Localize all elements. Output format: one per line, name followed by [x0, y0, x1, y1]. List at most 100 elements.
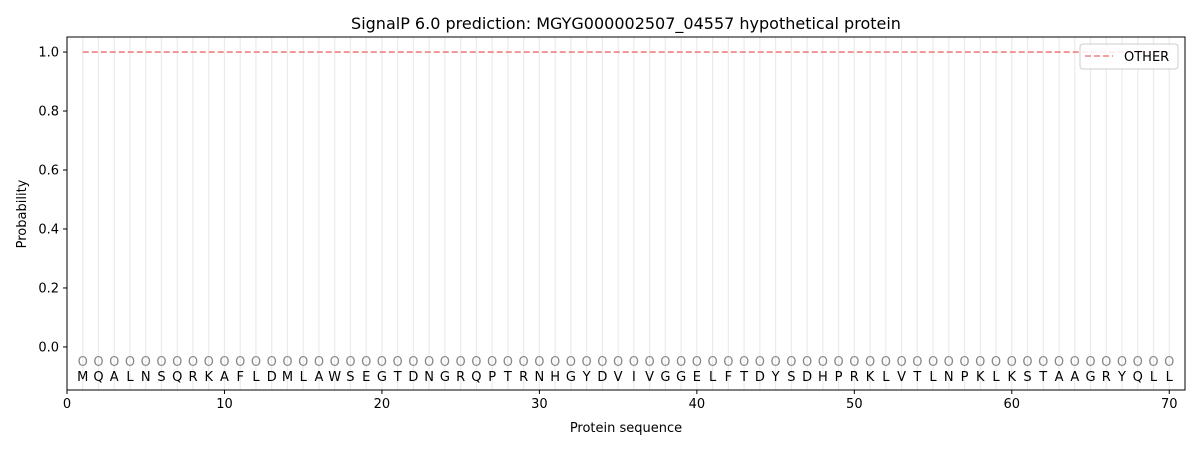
residue-label: Q — [93, 370, 103, 385]
region-marker: O — [141, 355, 151, 370]
residue-label: R — [188, 370, 197, 385]
y-tick-label: 1.0 — [38, 46, 59, 61]
region-marker: O — [503, 355, 513, 370]
y-tick-label: 0.2 — [38, 281, 59, 296]
region-marker: O — [251, 355, 261, 370]
region-marker: O — [93, 355, 103, 370]
region-marker: O — [408, 355, 418, 370]
x-tick-label: 0 — [63, 397, 71, 412]
residue-label: L — [126, 370, 134, 385]
region-marker: O — [267, 355, 277, 370]
residue-label: P — [835, 370, 843, 385]
region-marker: O — [645, 355, 655, 370]
axes: 0 10 20 30 40 50 60 70 0.0 0.2 0.4 0.6 0.8 1.0 — [38, 36, 1186, 412]
residue-label: R — [850, 370, 859, 385]
residue-label: G — [676, 370, 686, 385]
region-marker: O — [881, 355, 891, 370]
y-tick-label: 0.4 — [38, 222, 59, 237]
residue-label: P — [488, 370, 496, 385]
region-marker: O — [1133, 355, 1143, 370]
region-marker: O — [818, 355, 828, 370]
region-marker: O — [849, 355, 859, 370]
residue-label: R — [519, 370, 528, 385]
residue-label: L — [992, 370, 1000, 385]
region-marker: O — [314, 355, 324, 370]
y-tick-label: 0.6 — [38, 164, 59, 179]
region-marker: O — [896, 355, 906, 370]
residue-label: M — [77, 370, 88, 385]
region-marker: O — [393, 355, 403, 370]
residue-label: L — [252, 370, 260, 385]
legend-box — [1079, 43, 1179, 70]
region-marker: O — [78, 355, 88, 370]
y-axis-label: Probability — [15, 179, 30, 248]
region-marker: O — [282, 355, 292, 370]
region-marker: O — [1148, 355, 1158, 370]
region-marker: O — [833, 355, 843, 370]
x-tick-label: 50 — [846, 397, 863, 412]
residue-label: K — [1008, 370, 1017, 385]
residue-label: L — [709, 370, 717, 385]
legend-label: OTHER — [1124, 50, 1169, 65]
region-marker: O — [1022, 355, 1032, 370]
residue-label: K — [204, 370, 213, 385]
residue-label: L — [929, 370, 937, 385]
grid-lines — [82, 37, 1170, 390]
residue-label: L — [882, 370, 890, 385]
residue-label: L — [300, 370, 308, 385]
region-marker: O — [959, 355, 969, 370]
region-marker: O — [1101, 355, 1111, 370]
region-marker: O — [125, 355, 135, 370]
region-marker: O — [802, 355, 812, 370]
region-marker: O — [109, 355, 119, 370]
region-marker: O — [172, 355, 182, 370]
region-marker: O — [330, 355, 340, 370]
region-marker: O — [1007, 355, 1017, 370]
region-marker: O — [912, 355, 922, 370]
region-marker: O — [944, 355, 954, 370]
region-marker: O — [487, 355, 497, 370]
residue-label: G — [660, 370, 670, 385]
region-marker: O — [1070, 355, 1080, 370]
region-marker: O — [456, 355, 466, 370]
region-marker: O — [692, 355, 702, 370]
residue-label: I — [632, 370, 636, 385]
region-marker: O — [723, 355, 733, 370]
region-marker: O — [865, 355, 875, 370]
residue-label: Q — [1133, 370, 1143, 385]
region-marker: O — [755, 355, 765, 370]
region-marker: O — [928, 355, 938, 370]
residue-label: S — [1023, 370, 1031, 385]
residue-label: Q — [471, 370, 481, 385]
x-tick-label: 30 — [531, 397, 548, 412]
region-marker: O — [739, 355, 749, 370]
residue-label: A — [220, 370, 229, 385]
chart-marks: OMOQOAOLONOSOQOROKOAOFOLODOMOLOAOWOSOEOG… — [77, 51, 1174, 385]
region-marker: O — [975, 355, 985, 370]
x-axis-label: Protein sequence — [570, 421, 682, 436]
residue-label: N — [141, 370, 151, 385]
residue-label: Y — [771, 370, 780, 385]
legend: OTHER — [1079, 43, 1179, 70]
residue-label: S — [346, 370, 354, 385]
residue-label: L — [1150, 370, 1158, 385]
region-marker: O — [377, 355, 387, 370]
x-tick-label: 40 — [689, 397, 706, 412]
residue-label: T — [1038, 370, 1047, 385]
region-marker: O — [440, 355, 450, 370]
residue-label: W — [328, 370, 341, 385]
residue-label: F — [725, 370, 732, 385]
residue-label: D — [755, 370, 765, 385]
residue-label: E — [362, 370, 370, 385]
residue-label: K — [866, 370, 875, 385]
x-tick-label: 70 — [1161, 397, 1178, 412]
residue-label: G — [566, 370, 576, 385]
residue-label: A — [110, 370, 119, 385]
region-marker: O — [471, 355, 481, 370]
residue-label: K — [976, 370, 985, 385]
plot-frame — [66, 36, 1186, 391]
region-marker: O — [345, 355, 355, 370]
y-tick-label: 0.0 — [38, 340, 59, 355]
